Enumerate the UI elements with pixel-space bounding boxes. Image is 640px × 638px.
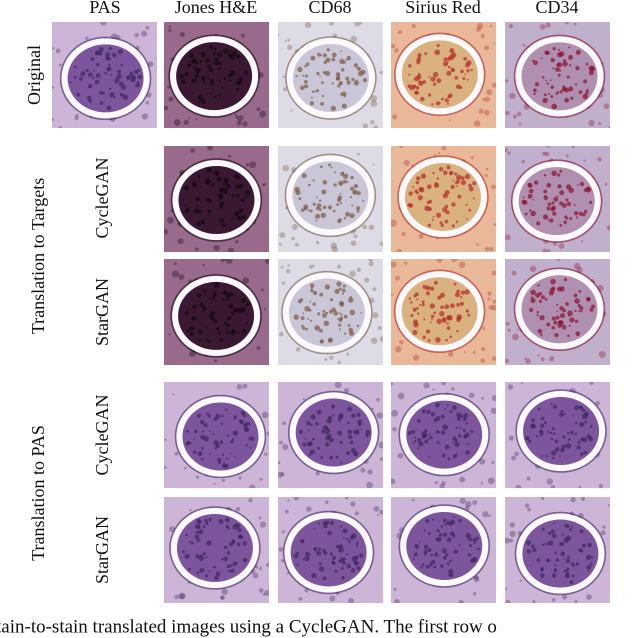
group-label: Translation to Targets [28, 178, 48, 334]
stain-image [391, 22, 496, 128]
group-label: Translation to PAS [28, 425, 48, 561]
stain-image [164, 146, 269, 252]
stain-image [505, 146, 610, 252]
stain-image [391, 259, 496, 365]
row-label: Original [24, 45, 44, 105]
column-header: CD68 [308, 0, 351, 17]
column-header: Sirius Red [405, 0, 481, 17]
stain-image [391, 146, 496, 252]
stain-image [164, 382, 269, 488]
row-label: CycleGAN [92, 158, 112, 239]
row-label: StarGAN [92, 516, 112, 584]
stain-image [505, 22, 610, 128]
stain-image [278, 497, 383, 603]
column-header: CD34 [535, 0, 578, 17]
caption: tain-to-stain translated images using a … [0, 616, 497, 637]
stain-image [278, 146, 383, 252]
stain-image [391, 497, 496, 603]
row-label: StarGAN [92, 278, 112, 346]
stain-image [164, 259, 269, 365]
column-header: PAS [89, 0, 120, 17]
stain-image [278, 22, 383, 128]
stain-image [164, 22, 269, 128]
stain-image [505, 382, 610, 488]
stain-image [278, 382, 383, 488]
column-header: Jones H&E [175, 0, 258, 17]
stain-image [164, 497, 269, 603]
stain-image [391, 382, 496, 488]
stain-image [505, 497, 610, 603]
stain-image [52, 22, 157, 128]
stain-image [278, 259, 383, 365]
stain-image [505, 259, 610, 365]
image-grid [52, 22, 610, 603]
row-label: CycleGAN [92, 395, 112, 476]
